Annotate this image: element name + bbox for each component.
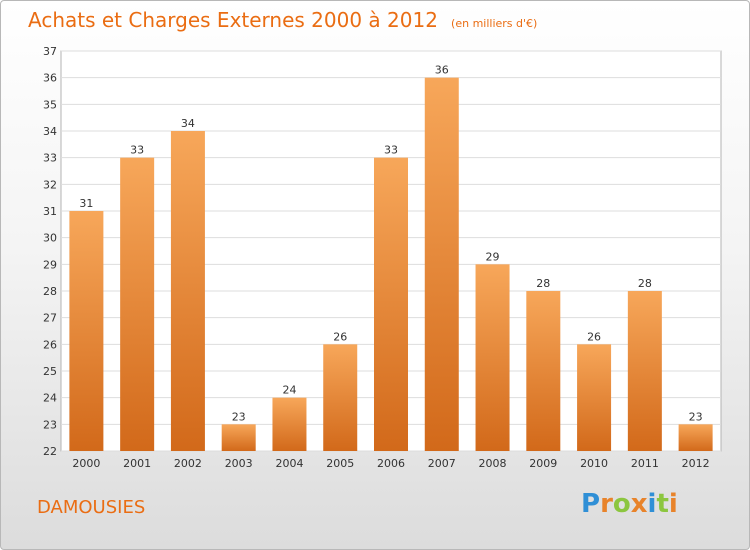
value-label-2004: 24 bbox=[282, 384, 296, 397]
value-label-2003: 23 bbox=[232, 410, 246, 423]
y-tick-label: 34 bbox=[43, 125, 57, 138]
y-tick-label: 23 bbox=[43, 418, 57, 431]
y-tick-label: 28 bbox=[43, 285, 57, 298]
y-tick-label: 33 bbox=[43, 152, 57, 165]
x-tick-label-2012: 2012 bbox=[682, 457, 710, 470]
x-tick-label-2008: 2008 bbox=[479, 457, 507, 470]
bar-2011 bbox=[627, 291, 662, 451]
value-label-2006: 33 bbox=[384, 144, 398, 157]
y-tick-label: 22 bbox=[43, 445, 57, 458]
value-label-2000: 31 bbox=[79, 197, 93, 210]
x-tick-label-2000: 2000 bbox=[72, 457, 100, 470]
y-tick-label: 35 bbox=[43, 98, 57, 111]
logo-letter: t bbox=[656, 489, 669, 519]
y-axis-labels: 22 23 24 25 26 27 28 29 30 31 32 33 34 35 36 37 bbox=[43, 45, 57, 458]
bar-2006 bbox=[374, 157, 408, 451]
commune-name: DAMOUSIES bbox=[37, 497, 146, 518]
x-tick-label-2010: 2010 bbox=[580, 457, 608, 470]
x-axis-labels: 2000 2001 2002 2003 2004 2005 2006 2007 2008 2009… bbox=[72, 457, 709, 470]
x-tick-label-2007: 2007 bbox=[428, 457, 456, 470]
bars bbox=[69, 77, 713, 452]
x-tick-label-2002: 2002 bbox=[174, 457, 202, 470]
x-tick-label-2004: 2004 bbox=[275, 457, 303, 470]
y-tick-label: 26 bbox=[43, 338, 57, 351]
value-label-2011: 28 bbox=[638, 277, 652, 290]
value-label-2010: 26 bbox=[587, 330, 601, 343]
value-label-2009: 28 bbox=[536, 277, 550, 290]
x-tick-label-2003: 2003 bbox=[225, 457, 253, 470]
value-label-2008: 29 bbox=[486, 250, 500, 263]
logo-letter: i bbox=[647, 489, 657, 519]
bar-2005 bbox=[323, 344, 358, 451]
bar-2008 bbox=[475, 264, 510, 451]
bar-2009 bbox=[526, 291, 561, 451]
y-tick-label: 27 bbox=[43, 312, 57, 325]
logo-letter: r bbox=[600, 489, 613, 519]
x-tick-label-2009: 2009 bbox=[529, 457, 557, 470]
value-label-2001: 33 bbox=[130, 144, 144, 157]
value-label-2005: 26 bbox=[333, 330, 347, 343]
y-tick-label: 30 bbox=[43, 232, 57, 245]
chart-subtitle: (en milliers d'€) bbox=[451, 17, 538, 30]
logo-letter: i bbox=[668, 489, 678, 519]
y-tick-label: 36 bbox=[43, 72, 57, 85]
y-tick-label: 24 bbox=[43, 392, 57, 405]
bar-2003 bbox=[221, 424, 256, 451]
y-tick-label: 29 bbox=[43, 258, 57, 271]
bar-2001 bbox=[120, 157, 155, 451]
bar-2000 bbox=[69, 211, 104, 451]
logo-letter: o bbox=[612, 489, 631, 519]
x-tick-label-2001: 2001 bbox=[123, 457, 151, 470]
y-tick-label: 37 bbox=[43, 45, 57, 58]
value-label-2012: 23 bbox=[689, 410, 703, 423]
logo-letter: x bbox=[630, 489, 648, 519]
chart-title: Achats et Charges Externes 2000 à 2012 bbox=[28, 8, 438, 32]
x-tick-label-2011: 2011 bbox=[631, 457, 659, 470]
value-label-2002: 34 bbox=[181, 117, 195, 130]
value-labels: 31 33 34 23 24 26 33 36 29 28 26 28 23 bbox=[79, 64, 702, 424]
y-tick-label: 25 bbox=[43, 365, 57, 378]
proxiti-logo: Proxiti bbox=[581, 489, 678, 519]
x-tick-label-2006: 2006 bbox=[377, 457, 405, 470]
y-tick-label: 32 bbox=[43, 178, 57, 191]
y-tick-label: 31 bbox=[43, 205, 57, 218]
title-row: Achats et Charges Externes 2000 à 2012 (… bbox=[28, 8, 537, 32]
bar-2010 bbox=[577, 344, 612, 451]
logo-letter: P bbox=[581, 489, 601, 519]
value-label-2007: 36 bbox=[435, 64, 449, 77]
x-tick-label-2005: 2005 bbox=[326, 457, 354, 470]
bar-2004 bbox=[272, 397, 307, 451]
bar-2012 bbox=[678, 424, 713, 451]
bar-2007 bbox=[424, 77, 459, 452]
bar-2002 bbox=[170, 131, 205, 451]
